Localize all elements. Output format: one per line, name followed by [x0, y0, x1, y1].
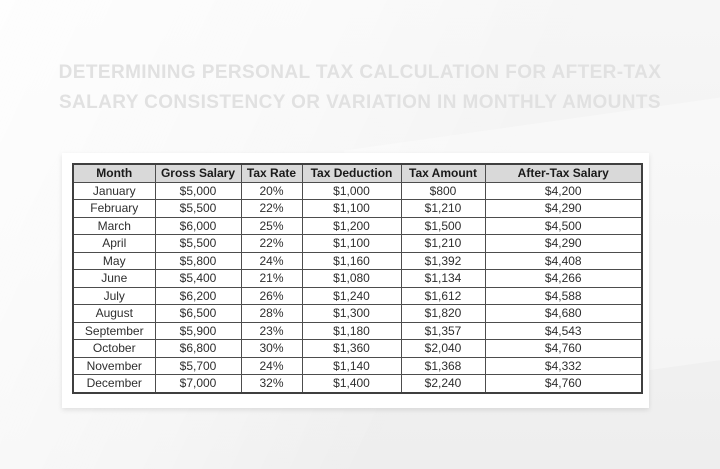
table-row: September $5,900 23% $1,180 $1,357 $4,543: [72, 321, 643, 340]
table-row: August $6,500 28% $1,300 $1,820 $4,680: [72, 304, 643, 323]
table-cell: $1,500: [400, 216, 486, 235]
table-cell: $1,820: [400, 304, 486, 323]
table-cell: $4,408: [484, 251, 643, 270]
table-cell: $1,080: [301, 269, 402, 288]
table-cell: $1,000: [301, 181, 402, 200]
table-cell: 22%: [240, 234, 303, 253]
table-cell: $5,400: [154, 269, 242, 288]
table-cell: $6,500: [154, 304, 242, 323]
table-cell: $1,100: [301, 234, 402, 253]
table-cell: $1,612: [400, 286, 486, 305]
table-cell: $4,290: [484, 234, 643, 253]
table-cell: $4,332: [484, 356, 643, 375]
table-row: May $5,800 24% $1,160 $1,392 $4,408: [72, 251, 643, 270]
table-cell: August: [72, 304, 156, 323]
table-cell: $4,500: [484, 216, 643, 235]
table-cell: $1,200: [301, 216, 402, 235]
table-cell: January: [72, 181, 156, 200]
table-cell: $2,040: [400, 339, 486, 358]
table-cell: $800: [400, 181, 486, 200]
table-row: December $7,000 32% $1,400 $2,240 $4,760: [72, 374, 643, 393]
table-cell: 24%: [240, 356, 303, 375]
table-cell: $1,392: [400, 251, 486, 270]
table-cell: $5,000: [154, 181, 242, 200]
table-cell: $6,000: [154, 216, 242, 235]
table-cell: May: [72, 251, 156, 270]
spreadsheet-preview: Month Gross Salary Tax Rate Tax Deduction Ta…: [62, 153, 649, 408]
table-cell: $4,200: [484, 181, 643, 200]
table-cell: 21%: [240, 269, 303, 288]
table-cell: $1,400: [301, 374, 402, 393]
table-cell: $4,266: [484, 269, 643, 288]
column-header: Tax Deduction: [301, 163, 402, 183]
table-cell: $1,180: [301, 321, 402, 340]
table-cell: 32%: [240, 374, 303, 393]
table-cell: $1,160: [301, 251, 402, 270]
column-header: Tax Rate: [240, 163, 303, 183]
table-cell: April: [72, 234, 156, 253]
page-title: DETERMINING PERSONAL TAX CALCULATION FOR…: [0, 58, 720, 118]
table-row: February $5,500 22% $1,100 $1,210 $4,290: [72, 199, 643, 218]
table-cell: $5,900: [154, 321, 242, 340]
table-cell: $1,210: [400, 199, 486, 218]
table-row: January $5,000 20% $1,000 $800 $4,200: [72, 181, 643, 200]
table-cell: 22%: [240, 199, 303, 218]
page-title-line-1: DETERMINING PERSONAL TAX CALCULATION FOR…: [58, 62, 662, 83]
table-cell: 24%: [240, 251, 303, 270]
table-cell: 28%: [240, 304, 303, 323]
table-cell: $1,357: [400, 321, 486, 340]
table-cell: March: [72, 216, 156, 235]
table-cell: $4,680: [484, 304, 643, 323]
table-cell: July: [72, 286, 156, 305]
table-cell: $1,140: [301, 356, 402, 375]
table-cell: 20%: [240, 181, 303, 200]
table-cell: $1,360: [301, 339, 402, 358]
table-cell: $6,800: [154, 339, 242, 358]
table-cell: November: [72, 356, 156, 375]
table-cell: $1,240: [301, 286, 402, 305]
table-cell: December: [72, 374, 156, 393]
table-cell: October: [72, 339, 156, 358]
table-cell: $1,368: [400, 356, 486, 375]
table-cell: $1,100: [301, 199, 402, 218]
column-header: Tax Amount: [400, 163, 486, 183]
table-cell: September: [72, 321, 156, 340]
table-cell: $1,134: [400, 269, 486, 288]
table-cell: 23%: [240, 321, 303, 340]
table-row: April $5,500 22% $1,100 $1,210 $4,290: [72, 234, 643, 253]
page-title-line-2: SALARY CONSISTENCY OR VARIATION IN MONTH…: [58, 92, 661, 113]
table-row: November $5,700 24% $1,140 $1,368 $4,332: [72, 356, 643, 375]
table-cell: $2,240: [400, 374, 486, 393]
table-cell: $7,000: [154, 374, 242, 393]
table-cell: $4,290: [484, 199, 643, 218]
table-cell: 26%: [240, 286, 303, 305]
table-cell: $4,760: [484, 374, 643, 393]
table-row: October $6,800 30% $1,360 $2,040 $4,760: [72, 339, 643, 358]
table-cell: $4,543: [484, 321, 643, 340]
table-row: June $5,400 21% $1,080 $1,134 $4,266: [72, 269, 643, 288]
tax-calculation-table: Month Gross Salary Tax Rate Tax Deduction Ta…: [72, 163, 643, 394]
table-cell: $1,300: [301, 304, 402, 323]
column-header: After-Tax Salary: [484, 163, 643, 183]
table-cell: February: [72, 199, 156, 218]
table-row: March $6,000 25% $1,200 $1,500 $4,500: [72, 216, 643, 235]
table-cell: $4,760: [484, 339, 643, 358]
table-body: January $5,000 20% $1,000 $800 $4,200 February…: [72, 181, 643, 393]
table-row: July $6,200 26% $1,240 $1,612 $4,588: [72, 286, 643, 305]
table-cell: 30%: [240, 339, 303, 358]
column-header: Month: [72, 163, 156, 183]
table-cell: $5,700: [154, 356, 242, 375]
column-header: Gross Salary: [154, 163, 242, 183]
table-cell: 25%: [240, 216, 303, 235]
table-cell: $5,500: [154, 199, 242, 218]
table-cell: $5,500: [154, 234, 242, 253]
table-cell: $1,210: [400, 234, 486, 253]
table-cell: $5,800: [154, 251, 242, 270]
table-header-row: Month Gross Salary Tax Rate Tax Deduction Ta…: [72, 163, 643, 183]
table-cell: $6,200: [154, 286, 242, 305]
table-cell: June: [72, 269, 156, 288]
table-cell: $4,588: [484, 286, 643, 305]
